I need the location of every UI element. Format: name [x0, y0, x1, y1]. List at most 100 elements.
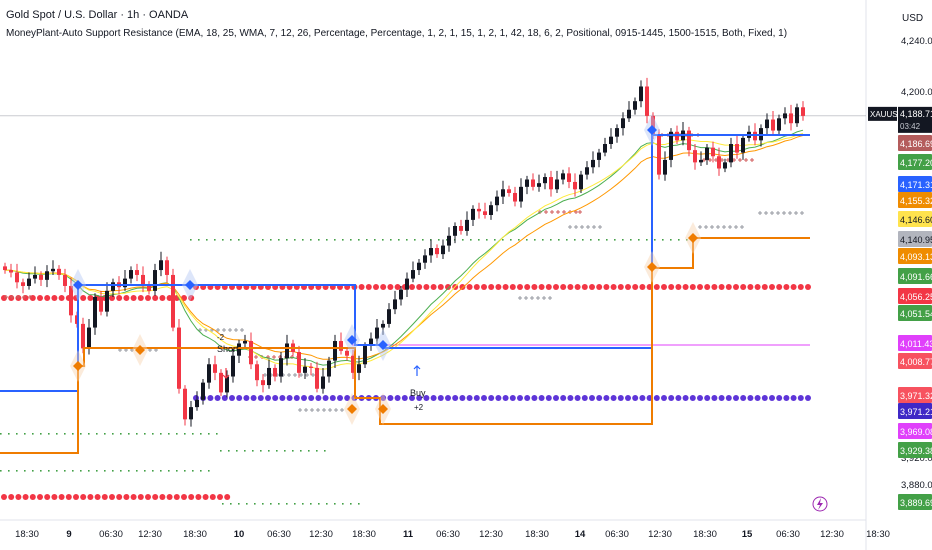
price-label: 4,008.771	[900, 357, 932, 367]
support-dot	[302, 239, 304, 241]
support-dot	[200, 433, 202, 435]
candle	[321, 376, 325, 389]
level-dot	[733, 395, 739, 401]
candle	[285, 343, 289, 359]
support-dot	[334, 503, 336, 505]
support-dot	[630, 239, 632, 241]
support-dot	[350, 503, 352, 505]
level-dot	[272, 395, 279, 401]
candle	[375, 327, 379, 339]
currency-label[interactable]: USD	[902, 13, 924, 24]
resistance-dot	[473, 284, 480, 290]
swing-marker-red	[254, 355, 258, 359]
lightning-icon	[817, 498, 823, 510]
support-dot	[246, 239, 248, 241]
support-dot	[446, 239, 448, 241]
candle	[159, 260, 163, 271]
support-dot	[326, 503, 328, 505]
level-dot	[229, 395, 235, 401]
candle	[621, 118, 625, 129]
support-dot	[262, 239, 264, 241]
resistance-dot	[761, 284, 768, 290]
last-price-bg	[898, 106, 932, 133]
candle	[207, 364, 211, 383]
resistance-dot	[152, 295, 159, 301]
support-dot	[478, 239, 480, 241]
candle	[69, 285, 73, 316]
time-tick: 18:30	[352, 529, 376, 540]
candle	[501, 189, 505, 197]
support-dot	[614, 239, 616, 241]
support-dot	[176, 470, 178, 472]
candle	[657, 135, 661, 175]
candle	[99, 296, 103, 312]
support-dot	[494, 239, 496, 241]
candle	[21, 282, 25, 286]
candle	[273, 367, 277, 377]
support-dot	[390, 239, 392, 241]
support-dot	[662, 239, 664, 241]
support-dot	[208, 433, 210, 435]
resistance-dot	[22, 494, 29, 500]
resistance-dot	[123, 494, 130, 500]
level-dot	[797, 395, 804, 401]
support-dot	[184, 470, 186, 472]
price-label: 4,171.312	[900, 180, 932, 190]
candle	[609, 136, 613, 145]
indicator-legend[interactable]: MoneyPlant-Auto Support Resistance (EMA,…	[6, 28, 788, 39]
candle	[555, 179, 559, 190]
price-label: 3,889.698	[900, 498, 932, 508]
time-tick: 12:30	[138, 529, 162, 540]
price-tick: 3,920.000	[901, 453, 932, 464]
resistance-dot	[137, 494, 144, 500]
support-dot	[398, 239, 400, 241]
swing-marker	[574, 225, 578, 229]
resistance-dot	[8, 295, 15, 301]
candle	[507, 189, 511, 193]
time-tick: 18:30	[866, 529, 890, 540]
price-label-bg	[898, 176, 932, 192]
level-dot	[754, 395, 761, 401]
support-dot	[120, 470, 122, 472]
resistance-dot	[509, 284, 516, 290]
short-count: -2	[217, 333, 225, 342]
resistance-dot	[94, 494, 101, 500]
candle	[549, 177, 553, 190]
candle	[741, 137, 745, 153]
price-label-bg	[898, 268, 932, 284]
resistance-dot	[617, 284, 624, 290]
swing-marker	[530, 296, 534, 300]
candle	[309, 366, 313, 368]
support-dot	[104, 470, 106, 472]
candle	[303, 366, 307, 373]
pivot-diamond	[378, 340, 388, 350]
candle	[723, 162, 727, 169]
candle	[63, 274, 67, 286]
support-dot	[358, 503, 360, 505]
resistance-dot	[596, 284, 603, 290]
support-dot	[96, 433, 98, 435]
swing-marker	[776, 211, 780, 215]
candle	[387, 309, 391, 324]
swing-marker-red	[4, 295, 8, 299]
support-dot	[160, 433, 162, 435]
level-dot	[769, 395, 775, 401]
price-label: 4,011.435	[900, 339, 932, 349]
support-dot	[0, 433, 2, 435]
support-dot	[574, 239, 576, 241]
alert-icon[interactable]	[812, 496, 828, 512]
price-tick: 3,880.000	[901, 480, 932, 491]
candle	[711, 147, 715, 157]
support-dot	[56, 433, 58, 435]
support-dot	[214, 239, 216, 241]
level-dot	[718, 395, 725, 401]
time-tick: 12:30	[820, 529, 844, 540]
level-dot	[430, 395, 437, 401]
level-dot	[344, 395, 351, 401]
swing-marker-red	[578, 210, 582, 214]
price-label: 3,929.389	[900, 446, 932, 456]
candle	[597, 152, 601, 160]
resistance-dot	[769, 284, 775, 290]
candle	[447, 235, 451, 246]
